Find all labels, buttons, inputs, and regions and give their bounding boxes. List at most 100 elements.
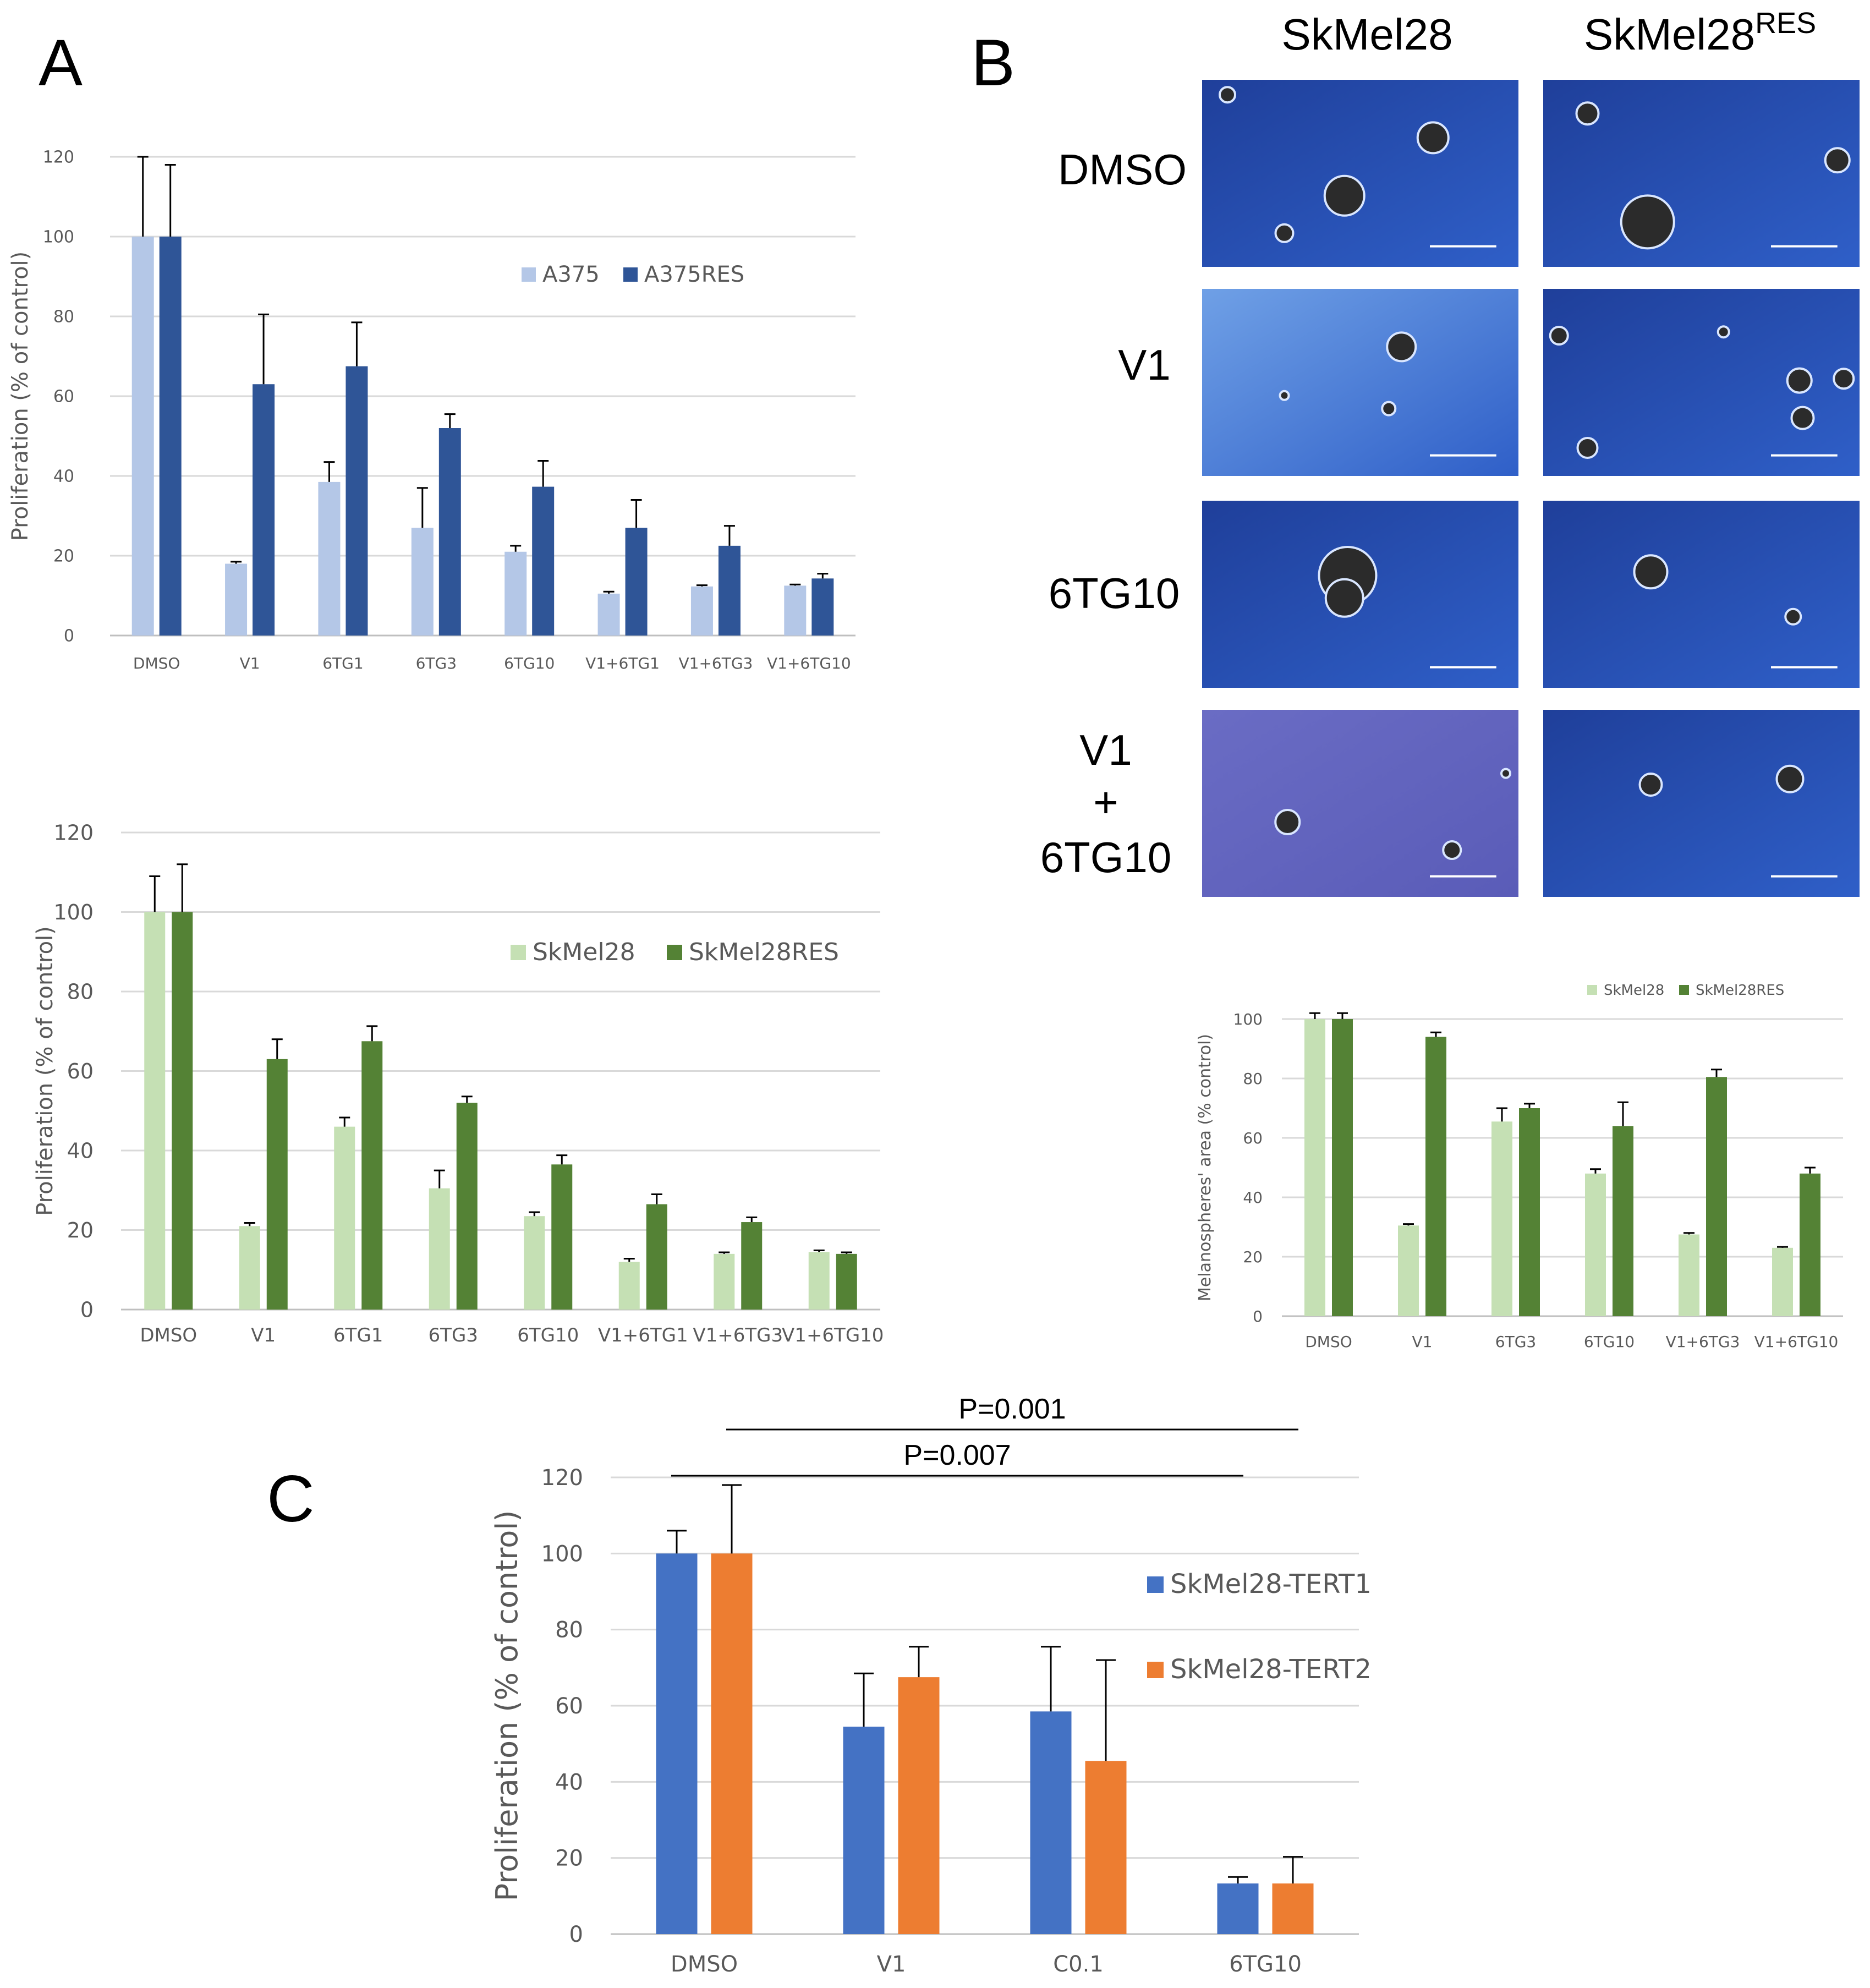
bar-skmel28-tert2-c0-1 — [1085, 1761, 1127, 1934]
x-tick-label: 6TG10 — [1229, 1952, 1302, 1977]
bar-skmel28res-v1 — [266, 1059, 288, 1310]
legend-label-a375: A375 — [542, 262, 600, 287]
bar-skmel28-6tg10 — [524, 1216, 545, 1310]
bar-skmel28res-v1-6tg10 — [836, 1253, 857, 1310]
bar-skmel28-v1-6tg1 — [618, 1262, 640, 1310]
melanosphere — [1386, 331, 1417, 363]
legend-swatch-skmel28res — [1679, 985, 1689, 995]
micrograph-v1-skmel28res — [1543, 289, 1860, 476]
legend-swatch-a375res — [623, 267, 638, 282]
y-tick-label: 80 — [1243, 1070, 1263, 1088]
y-tick-label: 80 — [67, 979, 94, 1004]
y-tick-label: 20 — [53, 547, 74, 566]
micrograph-dmso-skmel28res — [1543, 80, 1860, 267]
y-tick-label: 0 — [569, 1922, 583, 1947]
bar-a375-v1 — [225, 563, 248, 636]
x-tick-label: V1+6TG3 — [1666, 1333, 1740, 1351]
y-tick-label: 100 — [53, 900, 94, 924]
micrograph-6tg10-skmel28res — [1543, 501, 1860, 688]
melanosphere — [1775, 764, 1805, 793]
bar-skmel28-6tg3 — [429, 1188, 450, 1310]
y-tick-label: 120 — [541, 1465, 583, 1491]
x-tick-label: 6TG3 — [1495, 1333, 1536, 1351]
melanosphere — [1500, 768, 1511, 779]
legend-swatch-skmel28 — [1587, 985, 1597, 995]
x-tick-label: V1 — [877, 1952, 906, 1977]
micrograph-row-combo-plus: + — [1093, 778, 1118, 826]
y-axis-label: Proliferation (% of control) — [32, 926, 58, 1216]
bar-skmel28res-6tg3 — [1519, 1108, 1540, 1316]
bar-skmel28res-6tg10 — [1613, 1126, 1633, 1316]
bar-skmel28-6tg1 — [334, 1126, 355, 1310]
y-tick-label: 40 — [53, 467, 74, 486]
bar-skmel28-6tg10 — [1585, 1173, 1606, 1316]
bar-a375res-v1-6tg1 — [625, 528, 648, 636]
y-tick-label: 120 — [43, 148, 74, 167]
micrograph-v1-skmel28 — [1202, 289, 1518, 476]
legend-label-skmel28: SkMel28 — [533, 938, 635, 966]
p-value-label: P=0.001 — [958, 1393, 1066, 1425]
legend-label-skmel28res: SkMel28RES — [1696, 982, 1784, 999]
bar-skmel28-v1-6tg10 — [1772, 1247, 1793, 1316]
melanosphere — [1324, 578, 1364, 618]
chart-melanosphere-area: 0 20 40 60 80 100 DMSO V1 6TG3 6TG10 V1+6TG3 V1+6TG… — [1196, 982, 1843, 1351]
y-tick-label: 0 — [64, 627, 74, 646]
melanosphere — [1576, 437, 1599, 459]
x-tick-label: 6TG1 — [322, 654, 363, 672]
legend-swatch-skmel28res — [667, 945, 682, 960]
bar-skmel28res-v1-6tg3 — [1706, 1077, 1727, 1316]
melanosphere — [1633, 554, 1669, 590]
bar-skmel28res-dmso — [172, 912, 193, 1310]
bar-skmel28-tert1-dmso — [656, 1553, 698, 1934]
bar-a375res-dmso — [159, 237, 182, 636]
y-tick-label: 60 — [67, 1059, 94, 1083]
micrograph-image — [1202, 80, 1518, 267]
bar-skmel28-v1-6tg10 — [808, 1252, 830, 1310]
x-tick-label: V1+6TG3 — [693, 1324, 783, 1346]
melanosphere — [1323, 174, 1366, 217]
y-tick-label: 120 — [53, 820, 94, 845]
micrograph-image — [1543, 501, 1860, 688]
x-tick-label: 6TG3 — [429, 1324, 478, 1346]
melanosphere — [1381, 401, 1397, 417]
melanosphere — [1790, 406, 1815, 430]
bar-a375-6tg10 — [504, 551, 527, 636]
bar-a375-v1-6tg10 — [784, 585, 807, 636]
bar-a375res-v1-6tg10 — [811, 578, 834, 636]
bar-a375-6tg1 — [318, 481, 341, 636]
x-tick-label: DMSO — [671, 1952, 738, 1977]
bar-skmel28-tert1-c0-1 — [1030, 1711, 1072, 1934]
p-value-label: P=0.007 — [903, 1439, 1011, 1471]
legend-label-skmel28-tert2: SkMel28-TERT2 — [1170, 1654, 1372, 1685]
bar-skmel28-tert2-dmso — [711, 1553, 753, 1934]
melanosphere — [1786, 367, 1813, 394]
melanosphere — [1824, 147, 1851, 174]
micrograph-row-6tg10: 6TG10 — [1049, 569, 1180, 617]
legend-label-skmel28-tert1: SkMel28-TERT1 — [1170, 1569, 1372, 1600]
bar-skmel28res-v1 — [1425, 1037, 1446, 1316]
bar-skmel28-v1 — [239, 1226, 260, 1310]
micrograph-col-skmel28res: SkMel28RES — [1584, 7, 1816, 59]
y-axis-label: Proliferation (% of control) — [8, 251, 33, 541]
bar-a375-dmso — [131, 237, 154, 636]
chart-a375-proliferation: 0 20 40 60 80 100 120 DMSO V1 6TG1 6TG3 6TG10 V1+6TG… — [8, 148, 856, 672]
legend-swatch-skmel28-tert2 — [1147, 1662, 1164, 1678]
panel-label-c: C — [267, 1462, 315, 1536]
bar-a375-v1-6tg1 — [597, 593, 620, 636]
melanosphere — [1620, 194, 1675, 250]
bar-a375res-v1 — [253, 384, 275, 636]
bar-skmel28-v1-6tg3 — [1679, 1234, 1699, 1316]
y-tick-label: 80 — [555, 1618, 583, 1643]
bar-a375res-6tg10 — [532, 486, 555, 636]
micrograph-col-skmel28res-base: SkMel28 — [1584, 10, 1755, 59]
melanosphere — [1638, 773, 1663, 797]
bar-skmel28res-v1-6tg10 — [1800, 1173, 1820, 1316]
y-tick-label: 20 — [1243, 1248, 1263, 1266]
melanosphere — [1279, 390, 1290, 401]
micrograph-row-combo-6tg10: 6TG10 — [1040, 833, 1171, 881]
panel-label-a: A — [39, 26, 83, 100]
bar-skmel28-dmso — [144, 912, 166, 1310]
melanosphere — [1833, 368, 1855, 390]
micrograph-dmso-skmel28 — [1202, 80, 1518, 267]
